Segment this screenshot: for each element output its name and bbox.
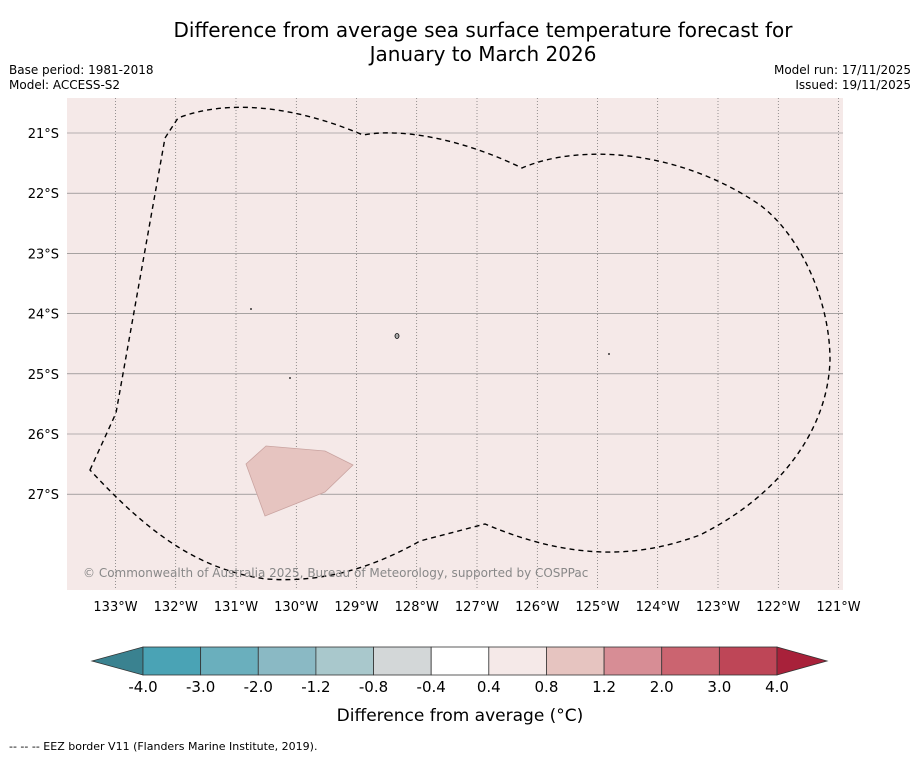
colorbar-tick-label: -1.2 xyxy=(301,678,330,696)
colorbar-tick-label: 0.4 xyxy=(477,678,501,696)
longitude-label: 125°W xyxy=(575,600,619,615)
colorbar-segment xyxy=(142,646,202,676)
metadata-right: Model run: 17/11/2025 Issued: 19/11/2025 xyxy=(774,63,911,93)
latitude-label: 23°S xyxy=(28,247,59,262)
model-run-date: Model run: 17/11/2025 xyxy=(773,63,911,77)
longitude-labels: 133°W 132°W 131°W 130°W 129°W 128°W 127°W 126°W… xyxy=(93,600,860,615)
latitude-label: 24°S xyxy=(28,308,59,323)
colorbar-segments xyxy=(142,646,778,676)
colorbar-tick-label: -4.0 xyxy=(128,678,157,696)
latitude-label: 26°S xyxy=(28,428,59,443)
islands xyxy=(250,308,610,379)
colorbar-segment xyxy=(200,646,259,676)
colorbar-tick-label: -3.0 xyxy=(186,678,215,696)
colorbar-segment xyxy=(718,646,778,676)
longitude-label: 121°W xyxy=(816,600,860,615)
map-ocean-background xyxy=(67,98,843,590)
colorbar-segment xyxy=(661,646,720,676)
map-attribution: © Commonwealth of Australia 2025, Bureau… xyxy=(83,566,588,580)
longitude-label: 124°W xyxy=(636,600,680,615)
metadata-left: Base period: 1981-2018 Model: ACCESS-S2 xyxy=(9,63,154,93)
colorbar-segment xyxy=(373,646,432,676)
eez-border-footnote: -- -- -- EEZ border V11 (Flanders Marine… xyxy=(9,740,318,753)
title-line-1: Difference from average sea surface temp… xyxy=(173,18,793,42)
colorbar-segment xyxy=(315,646,374,676)
longitude-label: 133°W xyxy=(93,600,137,615)
longitude-label: 130°W xyxy=(274,600,318,615)
longitude-label: 128°W xyxy=(395,600,439,615)
colorbar-tick-labels: -4.0 -3.0 -2.0 -1.2 -0.8 -0.4 0.4 0.8 1.2 2.0 3.0 4… xyxy=(128,678,789,696)
colorbar-segment xyxy=(257,646,317,676)
title-line-2: January to March 2026 xyxy=(369,42,597,66)
colorbar-tick-label: 4.0 xyxy=(765,678,789,696)
chart-title: Difference from average sea surface temp… xyxy=(0,18,919,66)
colorbar-tick-label: -0.8 xyxy=(359,678,388,696)
sst-anomaly-patch xyxy=(245,445,354,517)
model-name: Model: ACCESS-S2 xyxy=(9,78,121,92)
latitude-label: 25°S xyxy=(28,368,59,383)
island xyxy=(289,377,291,379)
colorbar-segment xyxy=(546,646,605,676)
map-panel: © Commonwealth of Australia 2025, Bureau… xyxy=(28,98,861,615)
colorbar-tick-label: 2.0 xyxy=(650,678,674,696)
latitude-label: 21°S xyxy=(28,127,59,142)
longitude-gridlines xyxy=(115,98,839,590)
colorbar-tick-label: 0.8 xyxy=(535,678,559,696)
longitude-label: 131°W xyxy=(214,600,258,615)
longitude-label: 123°W xyxy=(696,600,740,615)
colorbar-tick-label: -2.0 xyxy=(244,678,273,696)
longitude-label: 132°W xyxy=(154,600,198,615)
eez-border-line xyxy=(89,106,831,581)
colorbar-overflow-arrow xyxy=(776,646,829,676)
latitude-labels: 21°S 22°S 23°S 24°S 25°S 26°S 27°S xyxy=(28,127,59,503)
colorbar-segment xyxy=(488,646,547,676)
base-period: Base period: 1981-2018 xyxy=(9,63,154,77)
longitude-label: 126°W xyxy=(515,600,559,615)
latitude-label: 27°S xyxy=(28,488,59,503)
island xyxy=(250,308,252,310)
latitude-gridlines xyxy=(67,132,843,495)
longitude-label: 129°W xyxy=(334,600,378,615)
colorbar: -4.0 -3.0 -2.0 -1.2 -0.8 -0.4 0.4 0.8 1.2 2.0 3.0 4… xyxy=(90,646,829,726)
issued-date: Issued: 19/11/2025 xyxy=(795,78,911,92)
island xyxy=(608,353,610,355)
latitude-label: 22°S xyxy=(28,187,59,202)
longitude-label: 122°W xyxy=(756,600,800,615)
colorbar-underflow-arrow xyxy=(90,646,144,676)
colorbar-tick-label: 1.2 xyxy=(592,678,616,696)
longitude-label: 127°W xyxy=(455,600,499,615)
colorbar-tick-label: 3.0 xyxy=(707,678,731,696)
colorbar-segment xyxy=(430,646,490,676)
colorbar-label: Difference from average (°C) xyxy=(337,706,584,726)
colorbar-tick-label: -0.4 xyxy=(417,678,446,696)
colorbar-segment xyxy=(603,646,663,676)
island xyxy=(394,333,400,339)
